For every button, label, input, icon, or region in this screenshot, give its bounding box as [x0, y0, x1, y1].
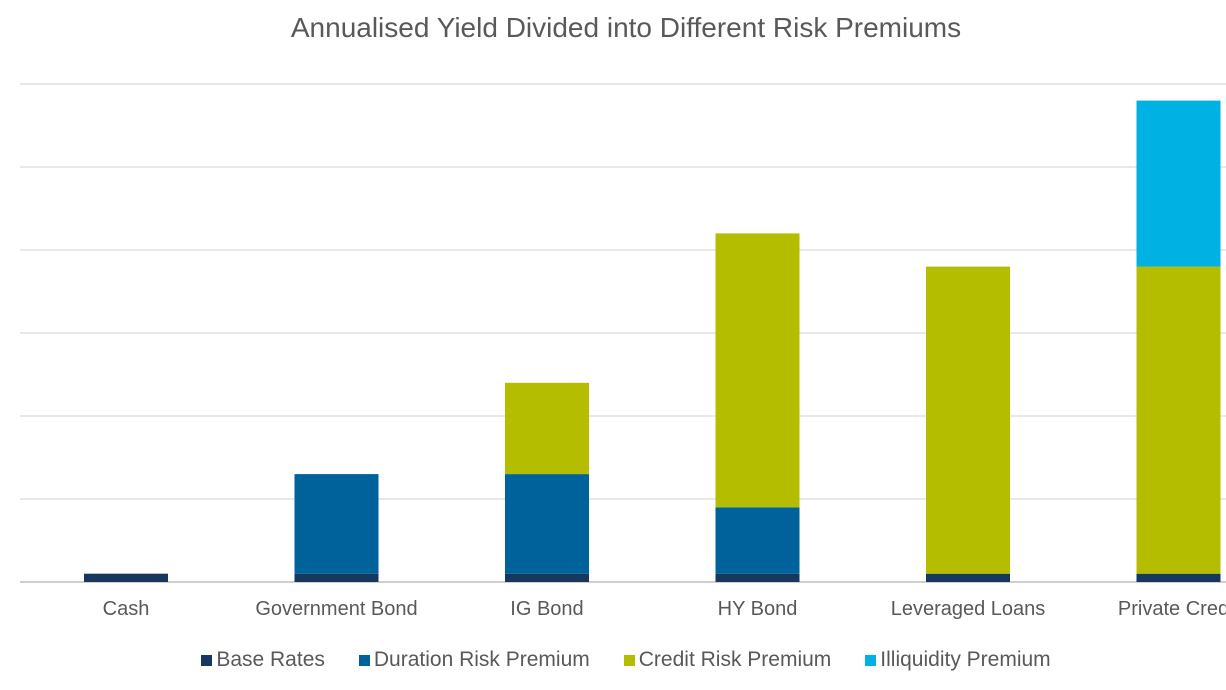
- bar-segment: [84, 573, 168, 582]
- legend-label: Duration Risk Premium: [373, 648, 590, 671]
- bar-segment: [715, 233, 800, 508]
- x-tick-label: Private Credit: [1118, 598, 1226, 620]
- bar-segment: [505, 474, 589, 574]
- bar-segment: [715, 507, 800, 574]
- bar-segment: [926, 573, 1010, 582]
- bar-segment: [715, 573, 800, 582]
- bar-segment: [294, 474, 379, 574]
- legend-item: Illiquidity Premium: [865, 648, 1051, 672]
- legend-swatch: [865, 654, 877, 666]
- legend-item: Duration Risk Premium: [358, 648, 590, 672]
- x-axis-labels: Cash Government Bond IG Bond HY Bond Leverag…: [103, 598, 1226, 620]
- legend-swatch: [358, 654, 370, 666]
- gridlines: [20, 83, 1226, 583]
- bar-segment: [505, 573, 589, 582]
- chart-title: Annualised Yield Divided into Different …: [290, 12, 962, 43]
- x-tick-label: Cash: [103, 598, 150, 620]
- legend-swatch: [623, 654, 635, 666]
- legend-item: Base Rates: [201, 648, 325, 672]
- x-tick-label: Government Bond: [255, 598, 417, 620]
- legend-label: Base Rates: [216, 648, 325, 671]
- x-tick-label: Leveraged Loans: [891, 598, 1046, 620]
- bar-series: [84, 100, 1221, 582]
- bar-segment: [1136, 573, 1221, 582]
- bar-segment: [1136, 100, 1221, 267]
- bar-segment: [926, 266, 1010, 574]
- legend-item: Credit Risk Premium: [623, 648, 832, 672]
- legend-swatch: [201, 654, 213, 666]
- x-tick-label: HY Bond: [718, 598, 798, 620]
- legend-label: Illiquidity Premium: [880, 648, 1051, 671]
- x-tick-label: IG Bond: [510, 598, 583, 620]
- bar-segment: [1136, 266, 1221, 574]
- legend-label: Credit Risk Premium: [638, 648, 832, 671]
- bar-segment: [505, 382, 589, 475]
- bar-segment: [294, 573, 379, 582]
- legend: Base Rates Duration Risk Premium Credit Ri…: [0, 648, 1226, 672]
